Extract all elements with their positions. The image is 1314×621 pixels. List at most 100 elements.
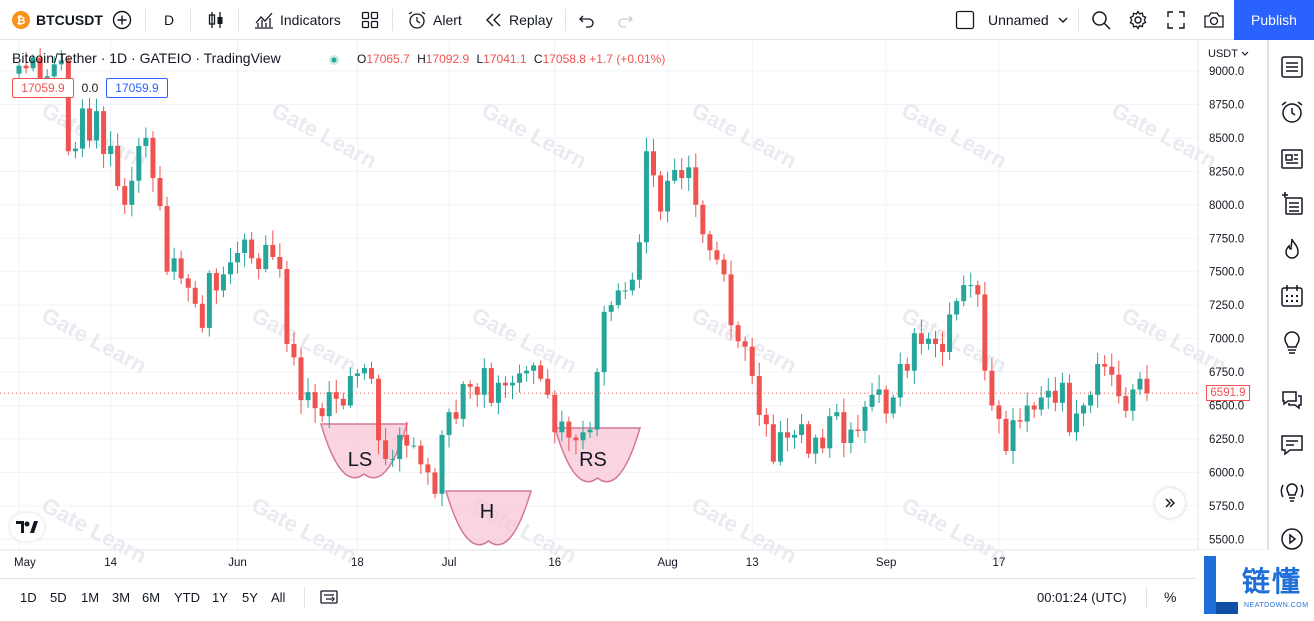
candle[interactable] (129, 166, 135, 217)
candle[interactable] (220, 266, 226, 298)
candle[interactable] (947, 302, 953, 360)
candle[interactable] (707, 230, 713, 261)
clock-timezone-button[interactable]: 00:01:24 (UTC) (1037, 589, 1127, 605)
candle[interactable] (1017, 408, 1023, 429)
candle[interactable] (340, 392, 346, 410)
chart-type-button[interactable] (207, 0, 225, 40)
candle[interactable] (115, 133, 121, 191)
candle[interactable] (1010, 408, 1016, 465)
layout-name-dropdown[interactable]: Unnamed (988, 0, 1069, 40)
candle[interactable] (79, 99, 85, 158)
candle[interactable] (777, 420, 783, 466)
candle[interactable] (517, 364, 523, 393)
candle[interactable] (347, 367, 353, 409)
candle[interactable] (608, 301, 614, 322)
candle[interactable] (94, 98, 100, 149)
range-button-1m[interactable]: 1M (81, 589, 100, 605)
candle[interactable] (629, 272, 635, 296)
candle[interactable] (249, 231, 255, 264)
candle[interactable] (1116, 360, 1122, 404)
candle[interactable] (792, 429, 797, 449)
candle[interactable] (559, 410, 565, 442)
candle[interactable] (65, 55, 71, 156)
candle[interactable] (968, 272, 974, 298)
candle[interactable] (23, 51, 29, 74)
range-button-all[interactable]: All (271, 589, 286, 605)
candle[interactable] (545, 368, 551, 399)
candle[interactable] (284, 260, 290, 353)
alert-button[interactable]: Alert (407, 0, 462, 40)
candle[interactable] (834, 403, 840, 421)
candle[interactable] (989, 358, 995, 411)
chat-icon[interactable] (1279, 432, 1305, 458)
candle[interactable] (164, 196, 170, 276)
candle[interactable] (192, 281, 198, 308)
candle[interactable] (904, 357, 910, 378)
play-circle-icon[interactable] (1279, 526, 1305, 552)
candle[interactable] (665, 171, 671, 223)
candle[interactable] (869, 382, 875, 412)
candle[interactable] (460, 381, 466, 427)
candle[interactable] (87, 94, 92, 148)
candle[interactable] (862, 400, 868, 444)
candle[interactable] (411, 437, 417, 449)
candle[interactable] (615, 283, 621, 309)
candle[interactable] (763, 408, 769, 437)
candle[interactable] (820, 428, 826, 454)
candle[interactable] (319, 402, 325, 423)
range-button-5d[interactable]: 5D (50, 589, 67, 605)
candle[interactable] (770, 414, 776, 465)
candle[interactable] (601, 305, 607, 386)
candle[interactable] (263, 235, 269, 273)
range-button-1d[interactable]: 1D (20, 589, 37, 605)
candle[interactable] (1123, 387, 1129, 418)
candle[interactable] (1137, 372, 1143, 395)
candle[interactable] (467, 380, 473, 399)
candle[interactable] (961, 275, 967, 307)
lightbulb-icon[interactable] (1279, 330, 1305, 356)
candle[interactable] (552, 390, 558, 444)
add-list-icon[interactable] (1279, 191, 1305, 217)
candle[interactable] (185, 274, 191, 302)
candle[interactable] (749, 337, 755, 385)
candle[interactable] (1109, 353, 1115, 387)
candle[interactable] (404, 421, 410, 458)
candle[interactable] (538, 360, 544, 382)
candle[interactable] (495, 375, 501, 415)
redo-button[interactable] (616, 0, 634, 40)
candle[interactable] (742, 336, 748, 362)
candle[interactable] (622, 281, 628, 300)
candle[interactable] (1095, 352, 1101, 408)
candle[interactable] (270, 230, 276, 261)
indicators-button[interactable]: Indicators (254, 0, 341, 40)
candle[interactable] (658, 170, 664, 221)
candle[interactable] (531, 362, 537, 385)
candle[interactable] (502, 376, 508, 399)
candle[interactable] (735, 321, 741, 349)
candle[interactable] (453, 399, 459, 424)
news-icon[interactable] (1279, 146, 1305, 172)
pattern-h[interactable]: H (444, 490, 533, 546)
candle[interactable] (996, 400, 1002, 434)
snapshot-button[interactable] (1203, 0, 1225, 40)
chart-pane[interactable]: Gate Learn Gate Learn Gate Learn Gate Learn… (0, 40, 1268, 578)
flame-icon[interactable] (1279, 237, 1305, 263)
candle[interactable] (439, 430, 445, 507)
candle[interactable] (235, 241, 241, 274)
candle[interactable] (524, 365, 530, 382)
candle[interactable] (397, 427, 403, 472)
range-button-1y[interactable]: 1Y (212, 589, 228, 605)
candle[interactable] (108, 131, 114, 167)
candle[interactable] (799, 413, 805, 444)
candle[interactable] (228, 247, 233, 284)
calendar-icon[interactable] (1279, 283, 1305, 309)
buy-price-box[interactable]: 17059.9 (106, 78, 168, 98)
candle[interactable] (883, 385, 889, 424)
candle[interactable] (432, 467, 438, 499)
candle[interactable] (136, 138, 142, 193)
candle[interactable] (390, 449, 396, 467)
candle[interactable] (242, 233, 248, 268)
percent-scale-toggle[interactable]: % (1164, 589, 1177, 605)
candle[interactable] (827, 408, 833, 458)
symbol-search-button[interactable]: ₿ BTCUSDT (12, 0, 103, 40)
